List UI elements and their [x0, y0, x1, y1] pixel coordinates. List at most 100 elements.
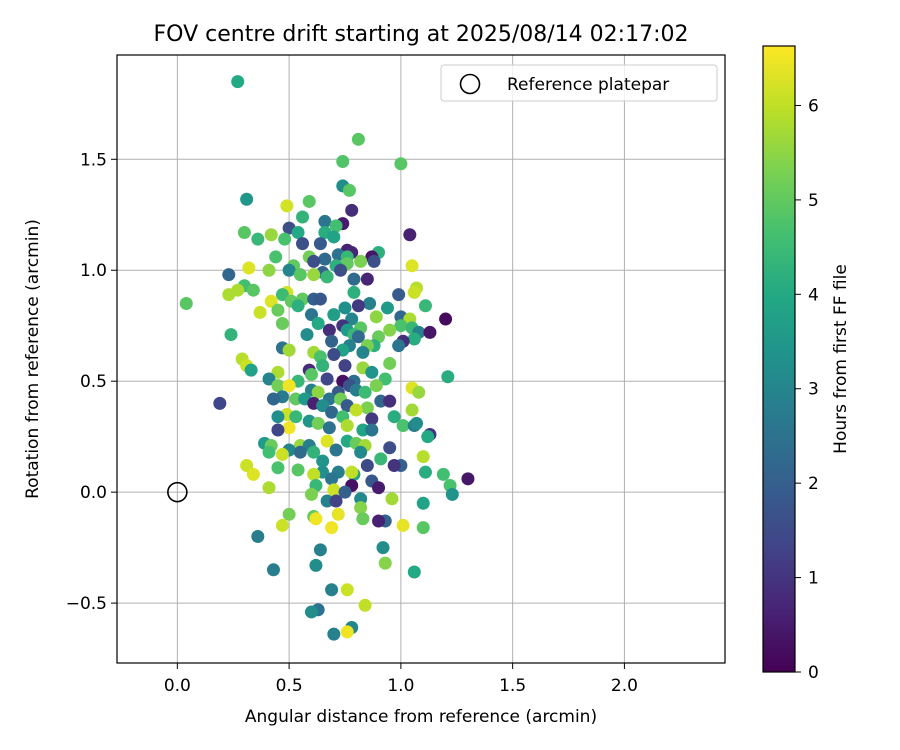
- data-point: [407, 565, 421, 579]
- data-points: [179, 75, 475, 641]
- data-point: [387, 459, 401, 473]
- data-point: [354, 254, 368, 268]
- y-tick-label: −0.5: [66, 594, 107, 614]
- data-point: [336, 155, 350, 169]
- data-point: [365, 412, 379, 426]
- data-point: [262, 481, 276, 495]
- data-point: [296, 237, 310, 251]
- data-point: [318, 214, 332, 228]
- data-point: [278, 232, 292, 246]
- data-point: [445, 487, 459, 501]
- data-point: [282, 263, 296, 277]
- colorbar-tick-label: 5: [808, 191, 819, 211]
- data-point: [242, 261, 256, 275]
- y-tick-label: 0.0: [80, 483, 107, 503]
- data-point: [394, 157, 408, 171]
- legend-reference-marker: [459, 73, 481, 95]
- data-point: [342, 183, 356, 197]
- data-point: [392, 288, 406, 302]
- data-point: [271, 410, 285, 424]
- data-point: [275, 447, 289, 461]
- data-point: [360, 401, 374, 415]
- x-tick-label: 2.0: [611, 676, 638, 696]
- data-point: [351, 132, 365, 146]
- y-tick-label: 1.5: [80, 150, 107, 170]
- data-point: [320, 270, 334, 284]
- data-point: [325, 472, 339, 486]
- colorbar-tick-label: 6: [808, 96, 819, 116]
- chart-title: FOV centre drift starting at 2025/08/14 …: [154, 22, 689, 47]
- data-point: [329, 443, 343, 457]
- data-point: [237, 226, 251, 240]
- data-point: [222, 288, 236, 302]
- data-point: [334, 263, 348, 277]
- data-point: [360, 459, 374, 473]
- data-point: [327, 627, 341, 641]
- data-point: [316, 399, 330, 413]
- data-point: [280, 199, 294, 213]
- data-point: [351, 330, 365, 344]
- data-point: [356, 345, 370, 359]
- colorbar-tick-label: 0: [808, 663, 819, 683]
- data-point: [407, 332, 421, 346]
- colorbar-tick-label: 4: [808, 285, 819, 305]
- data-point: [271, 423, 285, 437]
- data-point: [300, 328, 314, 342]
- data-point: [307, 445, 321, 459]
- grid-lines: [117, 55, 725, 663]
- data-point: [378, 556, 392, 570]
- colorbar-tick-label: 2: [808, 474, 819, 494]
- data-point: [338, 359, 352, 373]
- y-axis-label: Rotation from reference (arcmin): [23, 219, 43, 499]
- data-point: [302, 194, 316, 208]
- data-point: [407, 285, 421, 299]
- data-point: [351, 299, 365, 313]
- data-point: [416, 496, 430, 510]
- data-point: [418, 299, 432, 313]
- data-point: [327, 308, 341, 322]
- data-point: [405, 259, 419, 273]
- data-point: [240, 192, 254, 206]
- data-point: [367, 254, 381, 268]
- data-point: [282, 421, 296, 435]
- data-point: [331, 507, 345, 521]
- data-point: [327, 230, 341, 244]
- data-point: [282, 343, 296, 357]
- data-point: [376, 541, 390, 555]
- data-point: [311, 385, 325, 399]
- data-point: [179, 297, 193, 311]
- data-point: [441, 370, 455, 384]
- data-point: [316, 359, 330, 373]
- data-point: [363, 297, 377, 311]
- data-point: [262, 445, 276, 459]
- data-point: [340, 583, 354, 597]
- data-point: [293, 445, 307, 459]
- data-point: [387, 410, 401, 424]
- colorbar: [762, 45, 796, 673]
- x-tick-label: 0.0: [164, 676, 191, 696]
- data-point: [383, 441, 397, 455]
- data-point: [275, 316, 289, 330]
- data-point: [360, 272, 374, 286]
- colorbar-label: Hours from first FF file: [831, 264, 851, 454]
- data-point: [271, 365, 285, 379]
- x-axis-label: Angular distance from reference (arcmin): [245, 707, 597, 727]
- data-point: [275, 518, 289, 532]
- y-tick-label: 1.0: [80, 261, 107, 281]
- data-point: [461, 472, 475, 486]
- data-point: [246, 283, 260, 297]
- data-point: [320, 372, 334, 386]
- data-point: [266, 563, 280, 577]
- data-point: [378, 372, 392, 386]
- data-point: [338, 301, 352, 315]
- data-point: [291, 463, 305, 477]
- data-point: [385, 492, 399, 506]
- data-point: [304, 308, 318, 322]
- data-point: [311, 316, 325, 330]
- data-point: [307, 268, 321, 282]
- data-point: [293, 268, 307, 282]
- data-point: [383, 356, 397, 370]
- data-point: [358, 598, 372, 612]
- data-point: [372, 514, 386, 528]
- data-point: [345, 465, 359, 479]
